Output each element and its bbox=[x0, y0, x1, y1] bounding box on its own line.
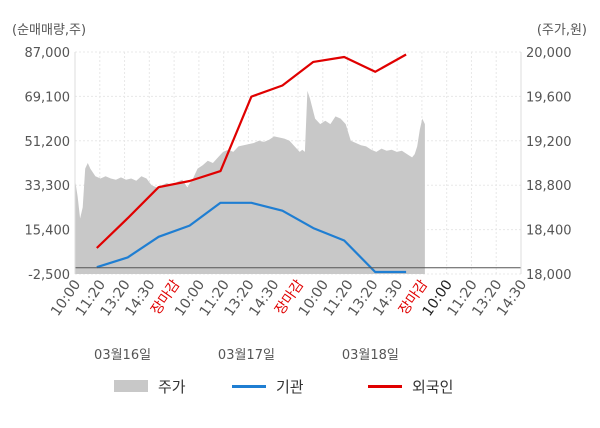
date-label: 03월17일 bbox=[218, 348, 275, 363]
x-axis-labels: 10:0011:2013:2014:30장마감10:0011:2013:2014… bbox=[48, 277, 530, 319]
left-tick-label: 15,400 bbox=[25, 224, 71, 239]
left-tick-label: -2,500 bbox=[28, 268, 70, 283]
left-tick-label: 51,200 bbox=[25, 135, 71, 150]
date-label: 03월18일 bbox=[342, 348, 399, 363]
institution-line bbox=[96, 201, 407, 274]
left-axis-unit: (순매매량,주) bbox=[12, 23, 86, 38]
legend-item-foreign: 외국인 bbox=[368, 376, 453, 396]
right-tick-label: 18,000 bbox=[526, 268, 572, 283]
right-tick-label: 18,800 bbox=[526, 179, 572, 194]
left-tick-label: 87,000 bbox=[25, 46, 71, 61]
right-tick-label: 18,400 bbox=[526, 224, 572, 239]
right-tick-label: 20,000 bbox=[526, 46, 572, 61]
legend-label-price: 주가 bbox=[158, 377, 186, 396]
legend-item-institution: 기관 bbox=[232, 376, 304, 396]
legend-item-price: 주가 bbox=[114, 376, 186, 396]
left-tick-label: 69,100 bbox=[25, 90, 71, 105]
legend-label-foreign: 외국인 bbox=[412, 377, 454, 396]
institution-swatch bbox=[232, 384, 266, 388]
legend: 주가 기관 외국인 bbox=[0, 376, 600, 396]
axes-layer: 87,000 20,000 69,100 19,600 51,200 19,200 33,3… bbox=[25, 46, 572, 283]
date-labels: 03월16일 03월17일 03월18일 bbox=[94, 348, 399, 363]
net-volume-lines-layer bbox=[96, 53, 407, 274]
right-tick-label: 19,600 bbox=[526, 90, 572, 105]
foreign-swatch bbox=[368, 384, 402, 388]
right-axis-unit: (주가,원) bbox=[537, 23, 587, 38]
price-area-layer bbox=[75, 90, 425, 275]
date-label: 03월16일 bbox=[94, 348, 151, 363]
right-tick-label: 19,200 bbox=[526, 135, 572, 150]
foreign-line bbox=[96, 53, 407, 249]
price-area bbox=[75, 90, 425, 275]
left-tick-label: 33,300 bbox=[25, 179, 71, 194]
price-swatch bbox=[114, 380, 148, 392]
legend-label-institution: 기관 bbox=[276, 377, 304, 396]
